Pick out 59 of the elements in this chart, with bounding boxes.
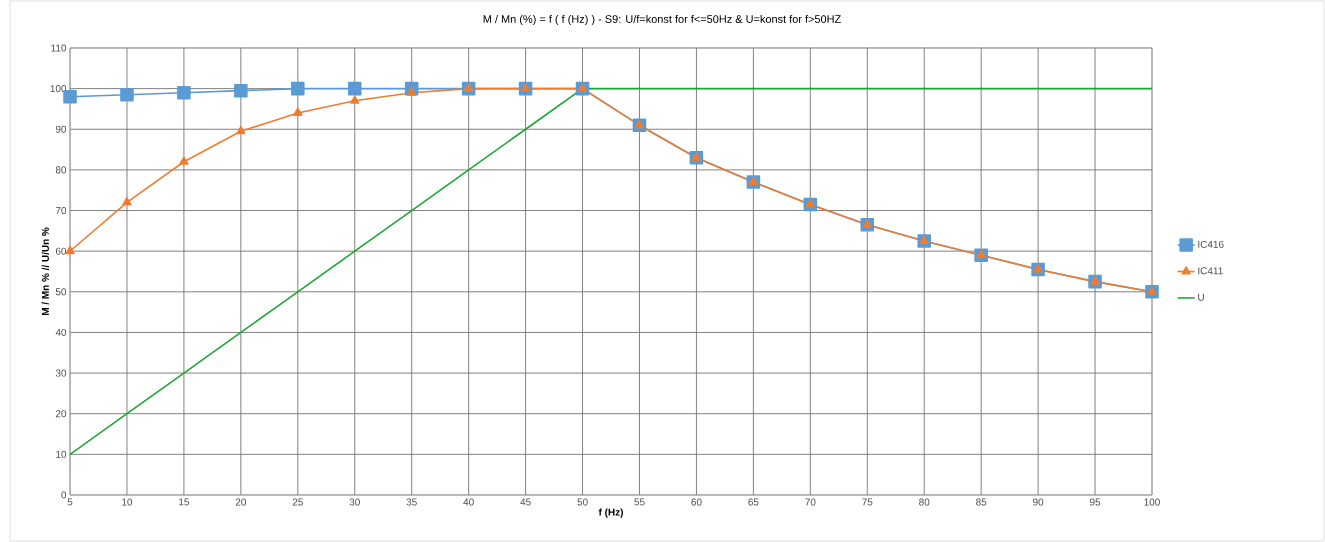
y-tick-label: 10 [56, 450, 67, 458]
chart-title: M / Mn (%) = f ( f (Hz) ) - S9: U/f=konst for f<=50Hz & U=konst for f>50HZ [483, 14, 841, 26]
y-tick-label: 90 [55, 125, 67, 133]
x-tick-label: 45 [520, 498, 531, 506]
point [463, 83, 474, 92]
x-tick-label: 100 [1144, 498, 1160, 506]
point [407, 87, 417, 96]
x-tick-label: 25 [292, 498, 303, 506]
x-tick-label: 30 [349, 498, 360, 506]
point [805, 199, 816, 208]
x-tick-label: 65 [748, 498, 759, 506]
y-tick-label: 60 [55, 247, 67, 255]
point [577, 83, 588, 92]
point [120, 87, 134, 102]
legend-label: U [1198, 293, 1204, 301]
x-tick-label: 85 [976, 498, 987, 506]
y-axis-title: M / Mn % // U/Un % [41, 227, 50, 316]
point [862, 219, 872, 228]
x-tick-label: 60 [691, 498, 702, 506]
point [1090, 276, 1100, 285]
legend-label: IC416 [1198, 240, 1224, 248]
x-tick-label: 50 [577, 498, 588, 506]
x-tick-label: 80 [919, 498, 930, 506]
legend-label: IC411 [1198, 267, 1223, 275]
y-tick-label: 100 [50, 85, 67, 93]
x-tick-label: 95 [1089, 498, 1101, 506]
x-tick-label: 90 [1033, 498, 1044, 506]
x-tick-label: 20 [235, 498, 247, 506]
point [1033, 264, 1043, 273]
y-tick-label: 80 [55, 166, 67, 174]
y-tick-label: 0 [61, 491, 67, 499]
point [122, 197, 132, 206]
x-tick-label: 75 [862, 498, 873, 506]
point [691, 152, 702, 161]
point [293, 107, 303, 117]
x-axis-title: f (Hz) [598, 508, 623, 518]
y-tick-label: 70 [55, 207, 67, 215]
x-tick-label: 70 [805, 498, 816, 506]
point [291, 81, 305, 96]
y-tick-label: 30 [55, 369, 67, 377]
y-tick-label: 20 [55, 410, 67, 418]
point [177, 85, 191, 100]
x-tick-label: 15 [179, 498, 190, 506]
y-tick-label: 40 [55, 328, 67, 336]
point [347, 81, 362, 96]
point [520, 83, 531, 92]
x-tick-label: 55 [634, 498, 645, 506]
point [234, 83, 248, 98]
point [179, 156, 189, 165]
x-tick-label: 5 [67, 498, 73, 506]
x-tick-label: 40 [463, 498, 474, 506]
point [65, 245, 75, 255]
point [1147, 286, 1157, 295]
y-tick-label: 110 [51, 44, 67, 52]
point [350, 95, 360, 104]
point [236, 126, 246, 135]
x-tick-label: 35 [406, 498, 417, 506]
y-tick-label: 50 [55, 288, 67, 296]
x-tick-label: 10 [122, 498, 133, 506]
